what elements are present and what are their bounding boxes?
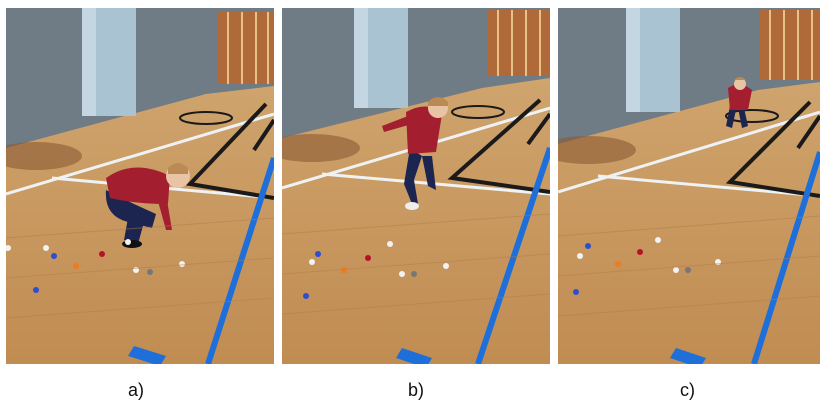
child-figure xyxy=(105,163,190,248)
caption-panel-a: a) xyxy=(128,380,145,400)
photo-panel-b xyxy=(282,8,550,364)
gym-scene-c xyxy=(558,8,820,364)
blue-tape-mark xyxy=(396,348,432,364)
floor-stain xyxy=(558,136,636,164)
black-court-line xyxy=(185,102,274,200)
white-court-line xyxy=(558,110,820,194)
marker-cones xyxy=(573,237,721,295)
marker-cones xyxy=(303,241,449,299)
wall-bars xyxy=(218,12,274,84)
blue-court-line xyxy=(475,147,550,364)
child-figure xyxy=(726,77,752,128)
marker-cones xyxy=(6,239,185,293)
white-court-line xyxy=(6,112,274,196)
gym-scene-b xyxy=(282,8,550,364)
photo-panel-c xyxy=(558,8,820,364)
gym-wall xyxy=(282,8,550,138)
child-figure xyxy=(382,97,448,210)
blue-court-line xyxy=(751,151,820,364)
photo-panel-a xyxy=(6,8,274,364)
blue-court-line xyxy=(205,157,274,364)
floor-stain xyxy=(6,142,82,170)
caption-panel-c: c) xyxy=(680,380,695,400)
floor-stain xyxy=(282,134,360,162)
blue-tape-mark xyxy=(128,346,166,364)
gym-scene-a xyxy=(6,8,274,364)
black-court-line xyxy=(725,100,820,198)
gym-wall xyxy=(6,8,274,148)
black-court-line xyxy=(447,98,550,194)
gym-wall xyxy=(558,8,820,144)
blue-tape-mark xyxy=(670,348,706,364)
caption-panel-b: b) xyxy=(408,380,425,400)
